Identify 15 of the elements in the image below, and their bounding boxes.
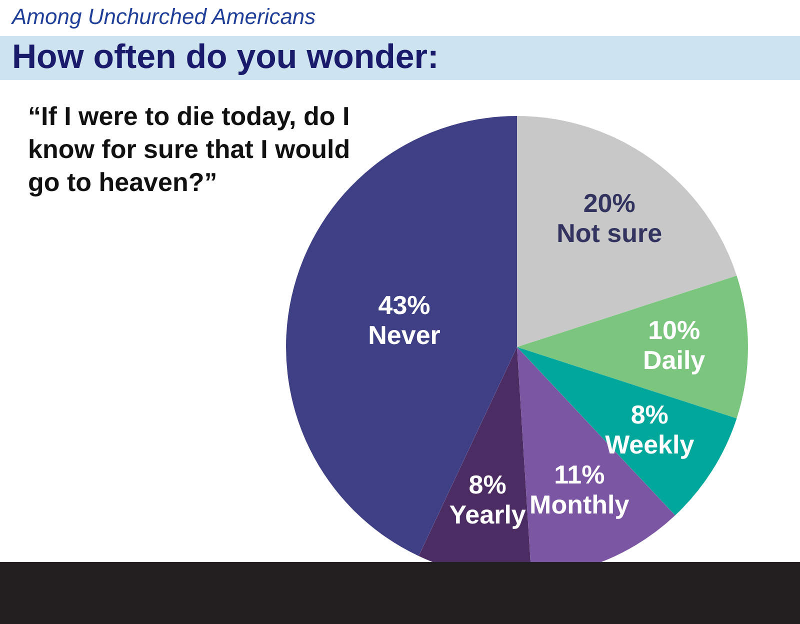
data-label: 11%: [554, 459, 605, 490]
slice-label: Monthly: [530, 489, 630, 520]
data-label: 43%: [378, 290, 430, 320]
slice-label: Never: [368, 320, 440, 350]
slice-label: Daily: [643, 345, 706, 376]
data-label: 8%: [630, 399, 668, 430]
data-label: 20%: [583, 188, 636, 218]
slice-label: Not sure: [556, 218, 662, 248]
chart-title: How often do you wonder:: [12, 38, 439, 77]
slice-label: Weekly: [605, 429, 695, 460]
slice-label: Yearly: [449, 499, 526, 530]
data-label: 10%: [648, 315, 700, 346]
text: “If I were to die today, do I know for sure that I would go to heaven?”: [28, 100, 352, 199]
chart-subtitle: Among Unchurched Americans: [12, 4, 316, 30]
data-label: 8%: [468, 469, 506, 500]
